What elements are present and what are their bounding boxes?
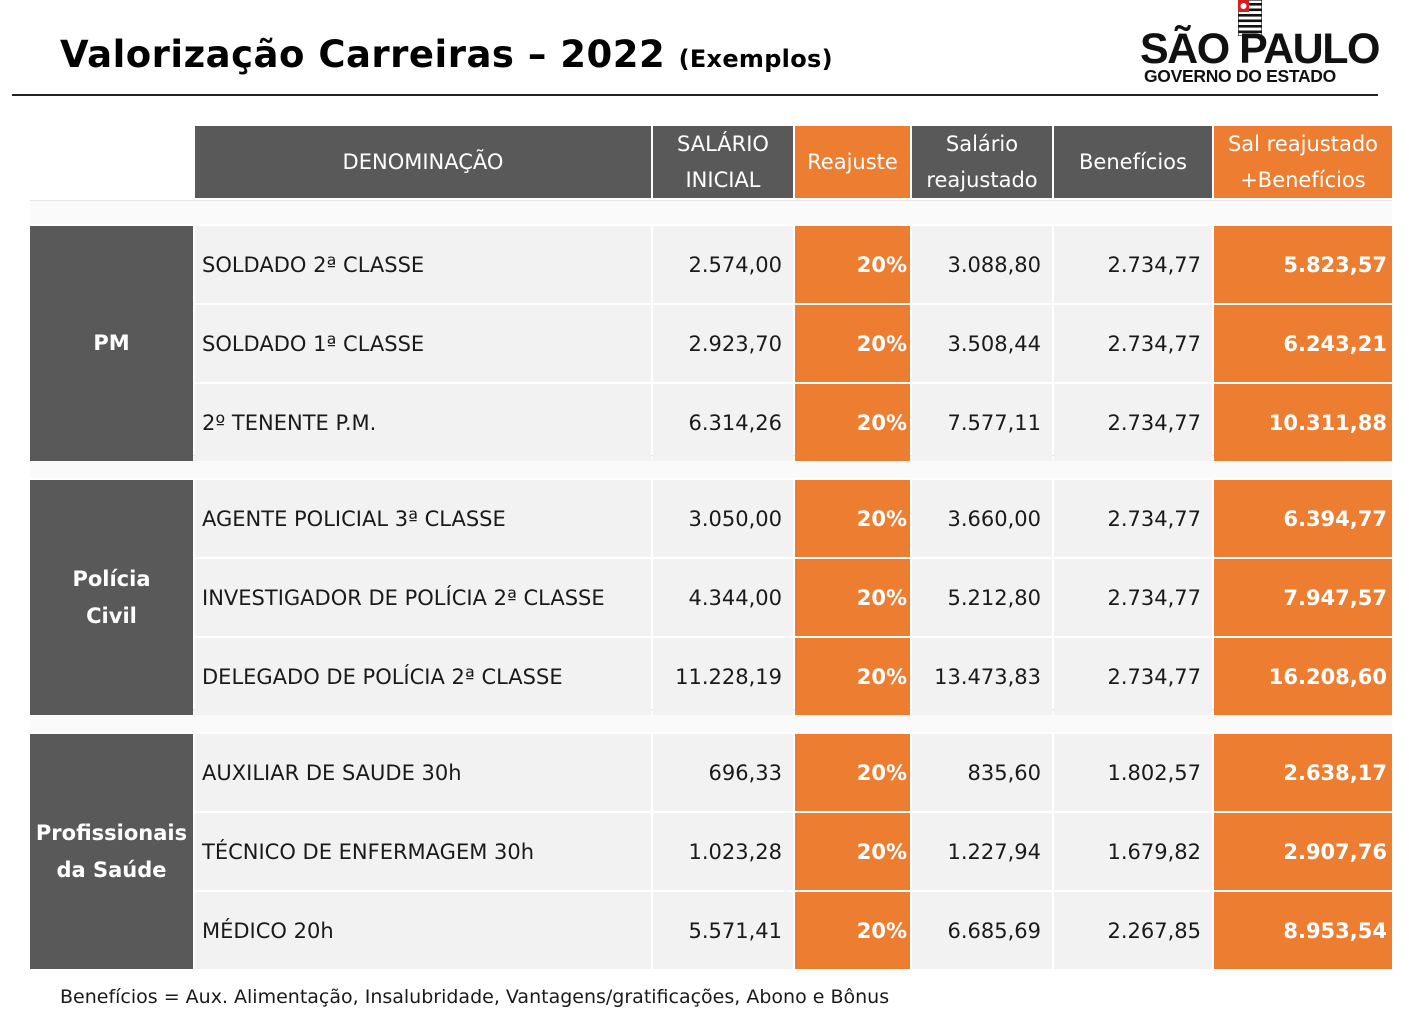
beneficios-cell: 2.267,85 bbox=[1054, 892, 1212, 969]
salario-inicial-cell: 1.023,28 bbox=[653, 813, 793, 890]
beneficios-cell: 2.734,77 bbox=[1054, 638, 1212, 715]
denominacao-cell: AGENTE POLICIAL 3ª CLASSE bbox=[195, 480, 651, 557]
total-cell: 16.208,60 bbox=[1214, 638, 1392, 715]
salario-reajustado-cell: 5.212,80 bbox=[912, 559, 1052, 636]
group-label: Profissionais da Saúde bbox=[36, 815, 187, 889]
group-label-line-2: Civil bbox=[86, 603, 137, 628]
total-cell: 8.953,54 bbox=[1214, 892, 1392, 969]
salario-inicial-cell: 3.050,00 bbox=[653, 480, 793, 557]
group-label: Polícia Civil bbox=[72, 561, 150, 635]
group-label-cell: PM bbox=[30, 226, 193, 461]
salario-inicial-cell: 696,33 bbox=[653, 734, 793, 811]
group-label-cell: Profissionais da Saúde bbox=[30, 734, 193, 969]
total-cell: 2.907,76 bbox=[1214, 813, 1392, 890]
salario-inicial-cell: 6.314,26 bbox=[653, 384, 793, 461]
reajuste-cell: 20% bbox=[795, 559, 910, 636]
page-title-sub: (Exemplos) bbox=[678, 45, 833, 73]
beneficios-cell: 2.734,77 bbox=[1054, 480, 1212, 557]
header-beneficios: Benefícios bbox=[1054, 126, 1212, 198]
reajuste-cell: 20% bbox=[795, 892, 910, 969]
total-cell: 6.394,77 bbox=[1214, 480, 1392, 557]
header-label-line-2: INICIAL bbox=[685, 168, 761, 192]
header-total: Sal reajustado +Benefícios bbox=[1214, 126, 1392, 198]
group-label: PM bbox=[93, 325, 129, 362]
reajuste-cell: 20% bbox=[795, 638, 910, 715]
footnote: Benefícios = Aux. Alimentação, Insalubri… bbox=[60, 986, 890, 1008]
salario-inicial-cell: 4.344,00 bbox=[653, 559, 793, 636]
total-cell: 7.947,57 bbox=[1214, 559, 1392, 636]
header-denominacao: DENOMINAÇÃO bbox=[195, 126, 651, 198]
group-label-cell: Polícia Civil bbox=[30, 480, 193, 715]
beneficios-cell: 2.734,77 bbox=[1054, 305, 1212, 382]
salario-inicial-cell: 5.571,41 bbox=[653, 892, 793, 969]
salario-inicial-cell: 2.923,70 bbox=[653, 305, 793, 382]
salario-reajustado-cell: 7.577,11 bbox=[912, 384, 1052, 461]
total-cell: 10.311,88 bbox=[1214, 384, 1392, 461]
beneficios-cell: 2.734,77 bbox=[1054, 226, 1212, 303]
beneficios-cell: 2.734,77 bbox=[1054, 384, 1212, 461]
logo-line-2: GOVERNO DO ESTADO bbox=[1144, 66, 1336, 86]
total-cell: 2.638,17 bbox=[1214, 734, 1392, 811]
header-label-line-1: Sal reajustado bbox=[1227, 132, 1379, 156]
header-salario-reajustado: Salário reajustado bbox=[912, 126, 1052, 198]
header-label: Benefícios bbox=[1079, 144, 1187, 180]
denominacao-cell: SOLDADO 2ª CLASSE bbox=[195, 226, 651, 303]
beneficios-cell: 1.802,57 bbox=[1054, 734, 1212, 811]
beneficios-cell: 2.734,77 bbox=[1054, 559, 1212, 636]
page-title-main: Valorização Carreiras – 2022 bbox=[60, 33, 666, 76]
sao-paulo-logo: SÃO PAULO GOVERNO DO ESTADO bbox=[1130, 0, 1380, 92]
group-label-line-1: Polícia bbox=[72, 566, 151, 591]
header-label-line-1: Salário bbox=[945, 132, 1019, 156]
header-label-line-2: +Benefícios bbox=[1240, 168, 1366, 192]
header-label: SALÁRIO INICIAL bbox=[677, 126, 769, 198]
salario-reajustado-cell: 6.685,69 bbox=[912, 892, 1052, 969]
header-label: Sal reajustado +Benefícios bbox=[1228, 126, 1378, 198]
sao-paulo-flag-icon bbox=[1238, 0, 1262, 36]
page-title: Valorização Carreiras – 2022 (Exemplos) bbox=[60, 30, 833, 84]
header-label: Reajuste bbox=[807, 144, 898, 180]
reajuste-cell: 20% bbox=[795, 226, 910, 303]
denominacao-cell: DELEGADO DE POLÍCIA 2ª CLASSE bbox=[195, 638, 651, 715]
denominacao-cell: INVESTIGADOR DE POLÍCIA 2ª CLASSE bbox=[195, 559, 651, 636]
header-label-line-1: DENOMINAÇÃO bbox=[342, 150, 504, 174]
total-cell: 5.823,57 bbox=[1214, 226, 1392, 303]
denominacao-cell: SOLDADO 1ª CLASSE bbox=[195, 305, 651, 382]
header-label-line-1: SALÁRIO bbox=[677, 132, 769, 156]
logo-line-1: SÃO PAULO bbox=[1140, 25, 1380, 73]
salario-reajustado-cell: 3.508,44 bbox=[912, 305, 1052, 382]
salario-inicial-cell: 2.574,00 bbox=[653, 226, 793, 303]
group-label-line-1: Profissionais bbox=[35, 820, 188, 845]
salario-reajustado-cell: 3.088,80 bbox=[912, 226, 1052, 303]
salario-reajustado-cell: 3.660,00 bbox=[912, 480, 1052, 557]
reajuste-cell: 20% bbox=[795, 813, 910, 890]
header-reajuste: Reajuste bbox=[795, 126, 910, 198]
denominacao-cell: MÉDICO 20h bbox=[195, 892, 651, 969]
total-cell: 6.243,21 bbox=[1214, 305, 1392, 382]
title-divider bbox=[12, 94, 1378, 96]
salario-inicial-cell: 11.228,19 bbox=[653, 638, 793, 715]
header-label: DENOMINAÇÃO bbox=[343, 144, 504, 180]
denominacao-cell: 2º TENENTE P.M. bbox=[195, 384, 651, 461]
beneficios-cell: 1.679,82 bbox=[1054, 813, 1212, 890]
reajuste-cell: 20% bbox=[795, 305, 910, 382]
header-label-line-2: reajustado bbox=[926, 168, 1038, 192]
denominacao-cell: AUXILIAR DE SAUDE 30h bbox=[195, 734, 651, 811]
denominacao-cell: TÉCNICO DE ENFERMAGEM 30h bbox=[195, 813, 651, 890]
salario-reajustado-cell: 13.473,83 bbox=[912, 638, 1052, 715]
reajuste-cell: 20% bbox=[795, 384, 910, 461]
reajuste-cell: 20% bbox=[795, 480, 910, 557]
group-label-line-1: PM bbox=[93, 331, 130, 355]
reajuste-cell: 20% bbox=[795, 734, 910, 811]
row-separator bbox=[30, 200, 1392, 224]
header-label: Salário reajustado bbox=[926, 126, 1037, 198]
header-salario-inicial: SALÁRIO INICIAL bbox=[653, 126, 793, 198]
salario-reajustado-cell: 835,60 bbox=[912, 734, 1052, 811]
salario-reajustado-cell: 1.227,94 bbox=[912, 813, 1052, 890]
group-label-line-2: da Saúde bbox=[56, 857, 167, 882]
header-label-line-1: Reajuste bbox=[807, 150, 898, 174]
header-label-line-1: Benefícios bbox=[1079, 150, 1187, 174]
